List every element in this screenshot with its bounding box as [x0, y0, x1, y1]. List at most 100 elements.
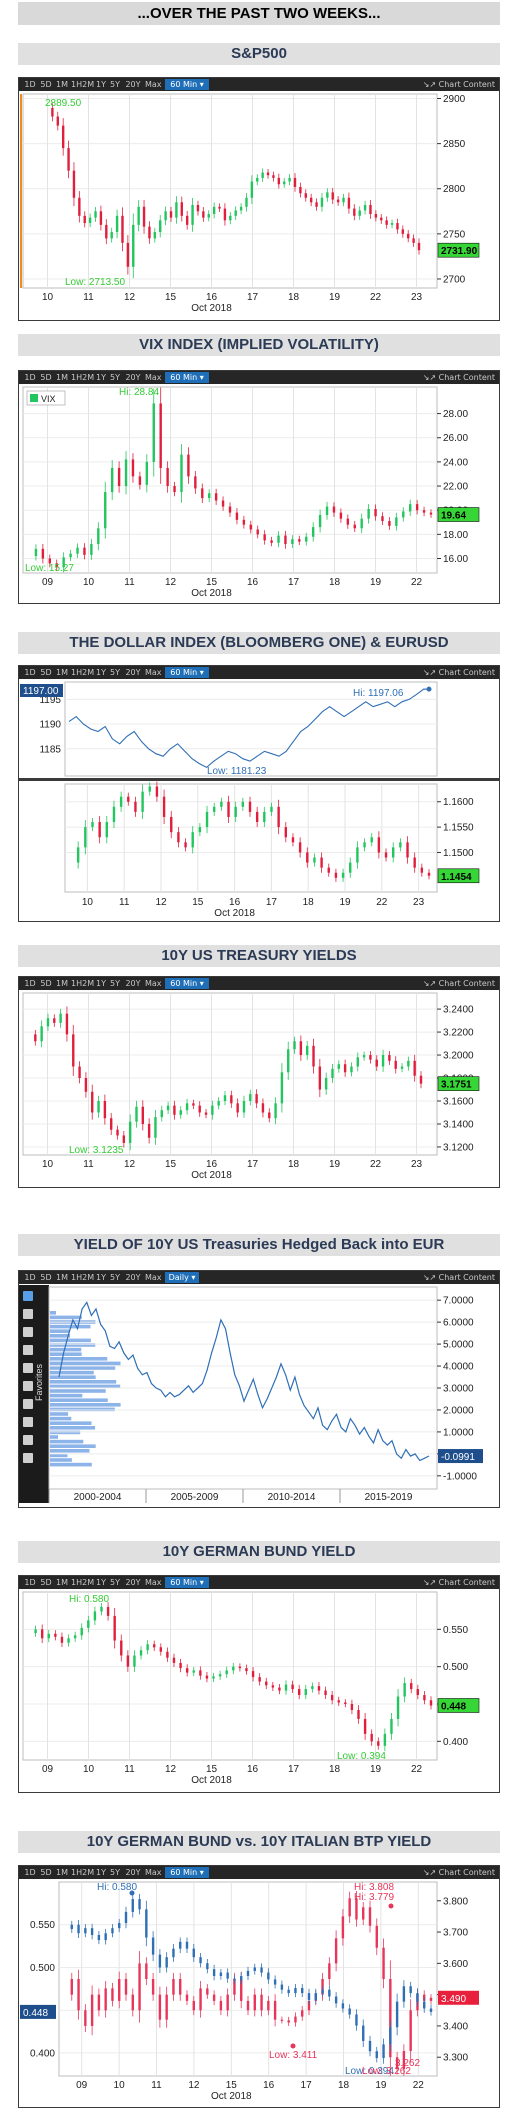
candle — [46, 1018, 50, 1027]
range-button-1h2m[interactable]: 1H2M — [71, 1273, 95, 1282]
range-button-1h2m[interactable]: 1H2M — [71, 668, 95, 677]
range-button-5d[interactable]: 5D — [40, 80, 52, 89]
candle — [111, 1928, 114, 1934]
x-tick-label: 22 — [413, 2080, 425, 2091]
range-button-max[interactable]: Max — [145, 1273, 162, 1282]
candle — [158, 1954, 162, 1968]
x-tick-label: 11 — [124, 577, 135, 588]
range-button-1y[interactable]: 1Y — [96, 1868, 106, 1877]
range-button-1y[interactable]: 1Y — [96, 1578, 106, 1587]
profile-bar — [50, 1370, 94, 1375]
range-button-max[interactable]: Max — [145, 979, 162, 988]
range-button-1m[interactable]: 1M — [56, 979, 68, 988]
range-button-1d[interactable]: 1D — [24, 668, 36, 677]
range-button-max[interactable]: Max — [145, 1578, 162, 1587]
candle — [413, 857, 416, 868]
last-value-box — [437, 507, 480, 522]
chart-content-button[interactable]: ↘↗ Chart Content — [422, 373, 495, 382]
candle — [429, 1700, 433, 1706]
range-button-20y[interactable]: 20Y — [125, 979, 141, 988]
range-button-5y[interactable]: 5Y — [110, 373, 120, 382]
range-button-5d[interactable]: 5D — [40, 979, 52, 988]
range-button-1m[interactable]: 1M — [56, 1578, 68, 1587]
range-button-max[interactable]: Max — [145, 668, 162, 677]
candle — [104, 1933, 107, 1941]
candle — [420, 867, 424, 873]
range-button-5y[interactable]: 5Y — [110, 80, 120, 89]
interval-dropdown[interactable]: 60 Min ▾ — [165, 372, 209, 383]
chart-content-button[interactable]: ↘↗ Chart Content — [422, 1273, 495, 1282]
chart-content-button[interactable]: ↘↗ Chart Content — [422, 668, 495, 677]
chart-content-button[interactable]: ↘↗ Chart Content — [422, 1868, 495, 1877]
range-button-20y[interactable]: 20Y — [125, 1273, 141, 1282]
range-button-5y[interactable]: 5Y — [110, 1578, 120, 1587]
range-button-1h2m[interactable]: 1H2M — [71, 979, 95, 988]
candle — [159, 220, 162, 233]
range-button-20y[interactable]: 20Y — [125, 1868, 141, 1877]
interval-dropdown[interactable]: 60 Min ▾ — [165, 79, 209, 90]
range-button-1h2m[interactable]: 1H2M — [71, 80, 95, 89]
range-button-1d[interactable]: 1D — [24, 373, 36, 382]
range-button-1d[interactable]: 1D — [24, 1273, 36, 1282]
range-button-1y[interactable]: 1Y — [96, 668, 106, 677]
range-button-20y[interactable]: 20Y — [125, 668, 141, 677]
bund-chart: 1D 5D 1M 1H2M 1Y 5Y 20Y Max 60 Min ▾ ↘↗ Chart Con… — [18, 1575, 500, 1793]
interval-dropdown[interactable]: 60 Min ▾ — [165, 667, 209, 678]
range-button-20y[interactable]: 20Y — [125, 373, 141, 382]
candle — [260, 1994, 263, 2011]
range-button-1y[interactable]: 1Y — [96, 979, 106, 988]
plot-area — [22, 1591, 438, 1761]
candle — [328, 1963, 331, 1979]
range-button-5d[interactable]: 5D — [40, 373, 52, 382]
range-button-max[interactable]: Max — [145, 80, 162, 89]
candle — [368, 2040, 372, 2052]
y-tick-label: 3.2000 — [443, 1051, 474, 1062]
interval-dropdown[interactable]: Daily ▾ — [165, 1272, 199, 1283]
interval-dropdown[interactable]: 60 Min ▾ — [165, 978, 209, 989]
range-button-1m[interactable]: 1M — [56, 1273, 68, 1282]
range-button-20y[interactable]: 20Y — [125, 80, 141, 89]
candle — [236, 1103, 239, 1113]
low-label: Low: 3.1235 — [69, 1145, 124, 1156]
range-button-1d[interactable]: 1D — [24, 1868, 36, 1877]
dxy-last-label: 1197.00 — [23, 686, 59, 697]
candle — [192, 2000, 195, 2011]
interval-dropdown[interactable]: 60 Min ▾ — [165, 1867, 209, 1878]
range-button-max[interactable]: Max — [145, 373, 162, 382]
range-button-1d[interactable]: 1D — [24, 979, 36, 988]
chart-toolbar: 1D 5D 1M 1H2M 1Y 5Y 20Y Max 60 Min ▾ ↘↗ Chart Con… — [19, 371, 499, 384]
range-button-5d[interactable]: 5D — [40, 1578, 52, 1587]
range-button-20y[interactable]: 20Y — [125, 1578, 141, 1587]
candle — [126, 242, 130, 267]
range-button-5y[interactable]: 5Y — [110, 979, 120, 988]
range-button-1h2m[interactable]: 1H2M — [71, 1868, 95, 1877]
range-button-5d[interactable]: 5D — [40, 1868, 52, 1877]
range-button-1m[interactable]: 1M — [56, 1868, 68, 1877]
range-button-1m[interactable]: 1M — [56, 373, 68, 382]
chart-content-button[interactable]: ↘↗ Chart Content — [422, 979, 495, 988]
range-button-1y[interactable]: 1Y — [96, 80, 106, 89]
range-button-1d[interactable]: 1D — [24, 80, 36, 89]
range-button-5d[interactable]: 5D — [40, 1273, 52, 1282]
range-button-5y[interactable]: 5Y — [110, 1273, 120, 1282]
chart-toolbar: 1D 5D 1M 1H2M 1Y 5Y 20Y Max 60 Min ▾ ↘↗ Chart Con… — [19, 666, 499, 679]
range-button-1m[interactable]: 1M — [56, 80, 68, 89]
range-button-1d[interactable]: 1D — [24, 1578, 36, 1587]
chart-content-button[interactable]: ↘↗ Chart Content — [422, 1578, 495, 1587]
range-button-5d[interactable]: 5D — [40, 668, 52, 677]
range-button-1m[interactable]: 1M — [56, 668, 68, 677]
candle — [53, 1018, 56, 1023]
range-button-5y[interactable]: 5Y — [110, 1868, 120, 1877]
chart-toolbar: 1D 5D 1M 1H2M 1Y 5Y 20Y Max Daily ▾ ↘↗ Chart Cont… — [19, 1271, 499, 1284]
range-button-1h2m[interactable]: 1H2M — [71, 373, 95, 382]
candle — [242, 1101, 246, 1113]
candle — [218, 1674, 222, 1677]
range-button-5y[interactable]: 5Y — [110, 668, 120, 677]
last-value-label: 19.64 — [441, 511, 466, 522]
range-button-1h2m[interactable]: 1H2M — [71, 1578, 95, 1587]
chart-content-button[interactable]: ↘↗ Chart Content — [422, 80, 495, 89]
range-button-1y[interactable]: 1Y — [96, 373, 106, 382]
range-button-1y[interactable]: 1Y — [96, 1273, 106, 1282]
interval-dropdown[interactable]: 60 Min ▾ — [165, 1577, 209, 1588]
range-button-max[interactable]: Max — [145, 1868, 162, 1877]
